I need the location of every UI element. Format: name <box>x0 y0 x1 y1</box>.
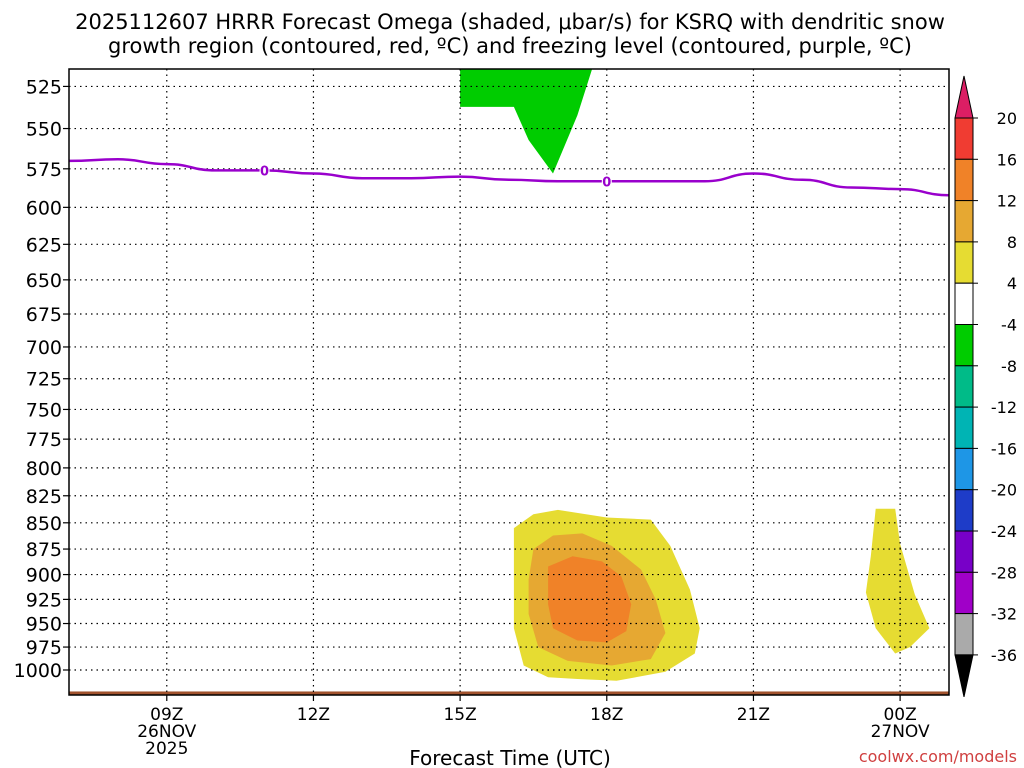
y-tick-label-950: 950 <box>26 614 62 636</box>
colorbar-label-13: -36 <box>991 646 1017 665</box>
colorbar-segment-5 <box>954 324 974 367</box>
colorbar-segment-11 <box>954 571 974 615</box>
colorbar-label-0: 20 <box>997 109 1017 128</box>
y-tick-label-750: 750 <box>26 399 62 421</box>
y-tick-label-775: 775 <box>26 429 62 451</box>
x-tick-date-00Z: 27NOV <box>871 722 930 742</box>
freezing-label-bg-1 <box>601 174 612 189</box>
freezing-label-bg-0 <box>259 163 270 178</box>
y-tick-label-975: 975 <box>26 637 62 659</box>
y-tick-label-900: 900 <box>26 565 62 587</box>
colorbar-segment-4 <box>954 282 974 326</box>
colorbar-segment-7 <box>954 406 974 449</box>
y-tick-label-550: 550 <box>26 119 62 141</box>
x-tick-label-18Z: 18Z <box>590 705 623 725</box>
colorbar-label-12: -32 <box>991 605 1017 624</box>
freezing-level-label-0: 0 <box>260 164 269 179</box>
y-tick-label-575: 575 <box>26 159 62 181</box>
colorbar-top-triangle <box>954 75 974 119</box>
y-tick-label-625: 625 <box>26 234 62 256</box>
colorbar: 20 16 12 8 4 -4 -8 -12 -16 -20 -24 -28 -32 -36 <box>954 75 1017 698</box>
omega-shading-layer <box>460 69 930 681</box>
colorbar-segment-8 <box>954 447 974 491</box>
y-tick-label-650: 650 <box>26 270 62 292</box>
colorbar-label-10: -24 <box>991 522 1017 541</box>
x-tick-label-09Z: 09Z <box>150 705 183 725</box>
y-tick-label-525: 525 <box>26 76 62 98</box>
colorbar-label-2: 12 <box>997 192 1017 211</box>
freezing-level-line <box>69 158 949 197</box>
colorbar-label-7: -12 <box>991 398 1017 417</box>
colorbar-label-8: -16 <box>991 439 1017 458</box>
colorbar-segment-12 <box>954 613 974 656</box>
y-tick-label-925: 925 <box>26 589 62 611</box>
omega-region-0 <box>460 69 593 174</box>
watermark: coolwx.com/models <box>859 747 1017 766</box>
x-tick-label-12Z: 12Z <box>297 705 330 725</box>
colorbar-label-5: -4 <box>1001 316 1017 335</box>
y-tick-label-1000: 1000 <box>14 660 62 682</box>
freezing-level-label-1: 0 <box>602 175 611 190</box>
colorbar-segment-10 <box>954 530 974 573</box>
x-tick-label-21Z: 21Z <box>737 705 770 725</box>
colorbar-segment-9 <box>954 489 974 532</box>
colorbar-segment-1 <box>954 158 974 202</box>
omega-region-2 <box>865 508 930 654</box>
y-axis: 525 550 575 600 625 650 675 700 725 750 775 800 825 8… <box>14 76 69 682</box>
chart-title-line-1: 2025112607 HRRR Forecast Omega (shaded, … <box>75 10 945 34</box>
x-tick-date-09Z: 26NOV <box>137 722 196 742</box>
colorbar-segment-2 <box>954 200 974 243</box>
ground-fill <box>69 691 949 695</box>
grid-lines <box>69 69 949 695</box>
colorbar-segment-3 <box>954 241 974 284</box>
x-tick-label-00Z: 00Z <box>883 705 916 725</box>
chart-title-line-2: growth region (contoured, red, ºC) and f… <box>108 34 912 58</box>
freezing-level-layer: 00 <box>69 158 949 197</box>
y-tick-label-675: 675 <box>26 304 62 326</box>
ground-layer <box>69 691 949 695</box>
y-tick-label-600: 600 <box>26 197 62 219</box>
colorbar-segment-0 <box>954 117 974 160</box>
x-tick-label-15Z: 15Z <box>443 705 476 725</box>
colorbar-label-3: 8 <box>1007 233 1017 252</box>
plot-frame <box>68 68 950 696</box>
x-axis-label: Forecast Time (UTC) <box>409 746 611 768</box>
colorbar-label-6: -8 <box>1001 357 1017 376</box>
y-tick-label-700: 700 <box>26 337 62 359</box>
colorbar-label-1: 16 <box>997 150 1017 169</box>
colorbar-segment-6 <box>954 365 974 408</box>
x-tick-year-09Z: 2025 <box>145 739 188 759</box>
y-tick-label-875: 875 <box>26 539 62 561</box>
colorbar-label-11: -28 <box>991 563 1017 582</box>
y-tick-label-800: 800 <box>26 458 62 480</box>
omega-region-4 <box>548 556 632 643</box>
y-tick-label-850: 850 <box>26 513 62 535</box>
colorbar-label-4: 4 <box>1007 274 1017 293</box>
colorbar-label-9: -20 <box>991 481 1017 500</box>
y-tick-label-825: 825 <box>26 486 62 508</box>
y-tick-label-725: 725 <box>26 369 62 391</box>
colorbar-bottom-triangle <box>954 654 974 698</box>
